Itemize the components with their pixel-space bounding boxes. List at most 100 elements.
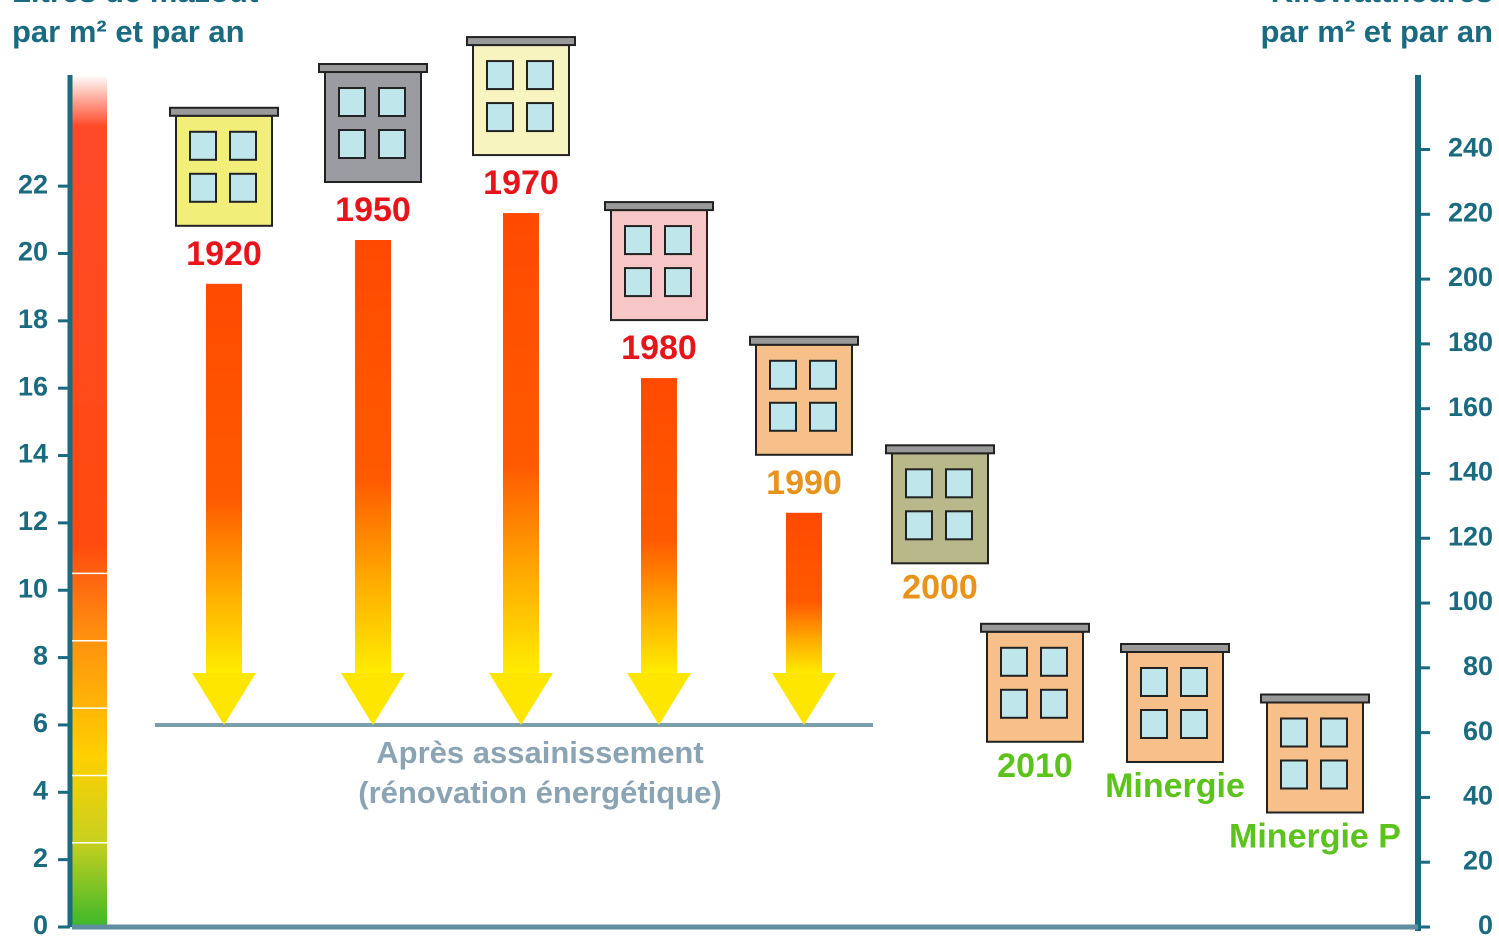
window	[190, 132, 216, 160]
right-axis-title: Kilowattheures	[1271, 0, 1493, 9]
building-roof	[467, 37, 575, 45]
left-axis-title: Litres de mazout	[12, 0, 258, 9]
y-tick-label: 20	[18, 237, 48, 267]
y2-tick-label: 240	[1448, 133, 1493, 163]
y2-tick-label: 20	[1463, 845, 1493, 875]
window	[1181, 710, 1207, 738]
window	[379, 88, 405, 116]
category-label: Minergie P	[1229, 817, 1401, 855]
building-roof	[1121, 644, 1229, 652]
y-tick-label: 18	[18, 304, 48, 334]
arrow-shaft	[641, 378, 677, 675]
category-label: 1920	[186, 235, 262, 273]
window	[487, 61, 513, 89]
window	[1321, 761, 1347, 789]
y-tick-label: 4	[33, 775, 48, 805]
arrow-head	[627, 673, 691, 725]
building	[1121, 644, 1229, 762]
window	[770, 403, 796, 431]
window	[665, 268, 691, 296]
window	[1041, 648, 1067, 676]
category-label: 2010	[997, 747, 1073, 785]
building-roof	[981, 624, 1089, 632]
window	[527, 61, 553, 89]
window	[230, 174, 256, 202]
category-label: 1990	[766, 464, 842, 502]
category-label: Minergie	[1105, 767, 1245, 805]
window	[906, 511, 932, 539]
building	[605, 202, 713, 320]
building-roof	[750, 337, 858, 345]
building	[319, 64, 427, 182]
y-tick-label: 16	[18, 371, 48, 401]
window	[1001, 690, 1027, 718]
building-roof	[170, 108, 278, 116]
window	[487, 103, 513, 131]
building	[981, 624, 1089, 742]
y2-tick-label: 80	[1463, 651, 1493, 681]
target-label: (rénovation énergétique)	[358, 775, 721, 810]
window	[770, 361, 796, 389]
y2-tick-label: 200	[1448, 262, 1493, 292]
window	[1001, 648, 1027, 676]
arrow-shaft	[355, 240, 391, 675]
y-tick-label: 10	[18, 573, 48, 603]
window	[339, 88, 365, 116]
y-tick-label: 0	[33, 910, 48, 940]
building	[750, 337, 858, 455]
building	[1261, 695, 1369, 813]
y-tick-label: 14	[18, 439, 48, 469]
y2-tick-label: 160	[1448, 392, 1493, 422]
window	[906, 469, 932, 497]
arrow-head	[489, 673, 553, 725]
y-tick-label: 6	[33, 708, 48, 738]
y-tick-label: 12	[18, 506, 48, 536]
color-scale	[72, 75, 107, 927]
y2-tick-label: 220	[1448, 197, 1493, 227]
building-roof	[605, 202, 713, 210]
building-roof	[886, 445, 994, 453]
window	[527, 103, 553, 131]
window	[1141, 710, 1167, 738]
building	[886, 445, 994, 563]
window	[665, 226, 691, 254]
window	[810, 361, 836, 389]
building-roof	[1261, 695, 1369, 703]
window	[1321, 719, 1347, 747]
y-tick-label: 8	[33, 641, 48, 671]
arrow-head	[341, 673, 405, 725]
arrow-head	[772, 673, 836, 725]
window	[1181, 668, 1207, 696]
window	[810, 403, 836, 431]
category-label: 1980	[621, 329, 697, 367]
arrow-shaft	[206, 284, 242, 675]
chart: Litres de mazout par m² et par an Kilowatt…	[0, 0, 1499, 940]
window	[339, 130, 365, 158]
window	[379, 130, 405, 158]
window	[230, 132, 256, 160]
window	[625, 268, 651, 296]
arrow-head	[192, 673, 256, 725]
y2-tick-label: 180	[1448, 327, 1493, 357]
arrow-shaft	[503, 213, 539, 675]
window	[1281, 719, 1307, 747]
category-label: 1950	[335, 191, 411, 229]
arrow-shaft	[786, 513, 822, 675]
category-label: 2000	[902, 568, 978, 606]
y2-tick-label: 100	[1448, 586, 1493, 616]
building	[467, 37, 575, 155]
building	[170, 108, 278, 226]
category-label: 1970	[483, 164, 559, 202]
target-label: Après assainissement	[376, 735, 703, 770]
window	[1041, 690, 1067, 718]
window	[946, 511, 972, 539]
y2-tick-label: 120	[1448, 521, 1493, 551]
y2-tick-label: 140	[1448, 457, 1493, 487]
y-tick-label: 2	[33, 843, 48, 873]
y2-tick-label: 60	[1463, 716, 1493, 746]
window	[946, 469, 972, 497]
window	[190, 174, 216, 202]
y2-tick-label: 40	[1463, 781, 1493, 811]
building-roof	[319, 64, 427, 72]
right-axis-title: par m² et par an	[1260, 14, 1493, 49]
